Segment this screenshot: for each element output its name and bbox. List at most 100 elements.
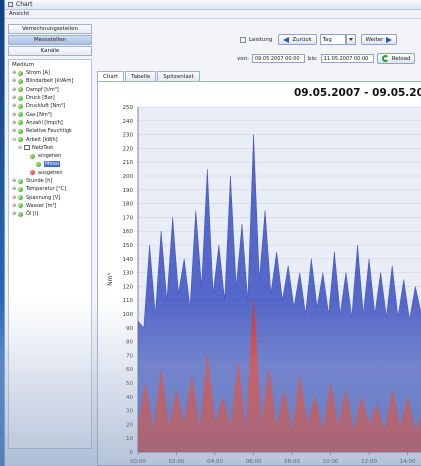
title-bar[interactable]: Chart [5, 0, 421, 10]
expand-icon[interactable]: ⊕ [12, 78, 17, 85]
reload-icon [381, 55, 389, 62]
y-tick-label: 120 [123, 284, 134, 290]
channel-icon [30, 153, 35, 159]
messstellen-button[interactable]: Messstellen [8, 35, 92, 45]
channel-icon [18, 120, 23, 126]
expand-icon[interactable]: ⊕ [12, 95, 17, 102]
tree-item[interactable]: Messi [12, 160, 88, 168]
tree-item-label: Blindarbeit [kVArh] [26, 78, 74, 85]
to-date-field[interactable]: 11.05.2007 00:00 [320, 54, 374, 63]
y-tick-label: 140 [123, 257, 134, 263]
tree-item[interactable]: ⊖ Arbeit [kWh] [12, 135, 88, 143]
tree-item[interactable]: ⊕ Relative Feuchtigk [12, 127, 88, 135]
tree-item[interactable]: ⊕ Druck [Bar] [12, 94, 88, 102]
tree-item[interactable]: ⊕ Strom [A] [12, 69, 88, 77]
tree-root: Medium [12, 62, 34, 68]
tab-spitzenlast[interactable]: Spitzenlast [157, 71, 200, 81]
channel-icon [18, 112, 23, 118]
tree-item-label: eingehen [38, 153, 62, 160]
tree-item[interactable]: ⊕ Spannung [V] [12, 193, 88, 201]
channel-icon [18, 137, 23, 143]
tab-bar: Chart Tabelle Spitzenlast [97, 71, 201, 81]
tree-item[interactable]: ⊕ Öl [l] [12, 210, 88, 218]
back-button[interactable]: Zurück [278, 34, 317, 45]
y-tick-label: 100 [123, 312, 134, 318]
to-label: bis: [307, 55, 318, 62]
chart-panel: 09.05.2007 - 09.05.2007 0 10 20 30 40 50 60 70 8… [97, 81, 421, 466]
channel-icon [18, 87, 23, 93]
kanaele-button[interactable]: Kanäle [8, 46, 92, 56]
chevron-down-icon [348, 38, 353, 41]
window-title: Chart [16, 1, 33, 8]
tree-item-label: Dampf [t/m³] [26, 86, 59, 93]
y-tick-label: 230 [123, 133, 134, 139]
period-select[interactable]: Tag [319, 34, 346, 45]
y-tick-label: 170 [123, 215, 134, 221]
expand-icon[interactable]: ⊕ [12, 178, 17, 184]
tree-item-label: ausgehen [38, 169, 63, 176]
expand-icon[interactable]: ⊕ [12, 186, 17, 193]
channel-icon [18, 103, 23, 109]
collapse-icon[interactable]: ⊖ [12, 136, 17, 143]
channel-icon [18, 70, 23, 76]
chart-plot: 0 10 20 30 40 50 60 70 80 90 100 110 120 130 140 150 160… [107, 105, 421, 465]
tree-item[interactable]: ⊕ Druckluft [Nm³] [12, 102, 88, 110]
tree-item[interactable]: ausgehen [12, 169, 88, 177]
tree-item[interactable]: ⊕ Stunde [h] [12, 177, 88, 185]
y-tick-label: 220 [123, 146, 134, 152]
expand-icon[interactable]: ⊕ [12, 194, 17, 201]
tree-item[interactable]: ⊖ NetzTest [12, 144, 88, 152]
channel-icon [36, 161, 41, 167]
x-tick-label: 06:00 [246, 459, 262, 465]
channel-icon [18, 211, 23, 217]
tree-item[interactable]: ⊕ Wasser [m³] [12, 202, 88, 210]
verrechnungsstellen-button[interactable]: Verrechnungsstellen [8, 24, 92, 34]
x-tick-label: 10:00 [323, 459, 339, 465]
y-tick-label: 10 [126, 436, 133, 442]
y-tick-label: 90 [126, 326, 133, 332]
tree-item-label: NetzTest [32, 144, 54, 151]
collapse-icon[interactable]: ⊖ [18, 144, 23, 151]
arrow-left-icon [283, 36, 290, 43]
next-button[interactable]: Weiter [360, 34, 398, 45]
x-tick-label: 12:00 [361, 459, 377, 465]
from-date-field[interactable]: 09.05.2007 00:00 [251, 54, 305, 63]
y-tick-label: 20 [126, 422, 133, 428]
channel-icon [18, 78, 23, 84]
tree-item[interactable]: ⊕ Blindarbeit [kVArh] [12, 77, 88, 85]
y-tick-label: 240 [123, 119, 134, 125]
tree-item[interactable]: eingehen [12, 152, 88, 160]
network-icon [24, 145, 30, 151]
tree-item[interactable]: ⊕ Temperatur [°C] [12, 185, 88, 193]
leistung-checkbox[interactable] [240, 36, 246, 43]
expand-icon[interactable]: ⊕ [12, 70, 17, 77]
channel-icon [18, 178, 23, 184]
expand-icon[interactable]: ⊕ [12, 86, 17, 93]
tree-item[interactable]: ⊕ Anzahl [Imp/h] [12, 119, 88, 127]
expand-icon[interactable]: ⊕ [12, 111, 17, 118]
period-dropdown-button[interactable] [345, 34, 356, 45]
tree-item-label: Spannung [V] [26, 194, 61, 201]
tab-tabelle[interactable]: Tabelle [125, 71, 157, 81]
y-tick-label: 150 [123, 243, 134, 249]
x-tick-label: 08:00 [284, 459, 300, 465]
tree-item[interactable]: ⊕ Dampf [t/m³] [12, 86, 88, 94]
medium-tree[interactable]: Medium ⊕ Strom [A] ⊕ Blindarbeit [kVArh] ⊕ Da… [8, 59, 92, 449]
expand-icon[interactable]: ⊕ [12, 103, 17, 110]
tree-item-label: Strom [A] [26, 70, 50, 77]
expand-icon[interactable]: ⊕ [12, 202, 17, 209]
reload-button[interactable]: Reload [376, 53, 416, 64]
tree-item[interactable]: ⊕ Gas [Nm³] [12, 110, 88, 118]
chart-title: 09.05.2007 - 09.05.2007 [294, 87, 421, 99]
expand-icon[interactable]: ⊕ [12, 119, 17, 126]
y-tick-label: 40 [126, 395, 133, 401]
tab-chart[interactable]: Chart [97, 71, 125, 81]
y-tick-label: 50 [126, 381, 133, 387]
window-icon [8, 2, 13, 7]
expand-icon[interactable]: ⊕ [12, 211, 17, 218]
y-tick-label: 190 [123, 188, 134, 194]
y-tick-label: 200 [123, 174, 134, 180]
y-tick-label: 160 [123, 229, 134, 235]
expand-icon[interactable]: ⊕ [12, 128, 17, 135]
menu-ansicht[interactable]: Ansicht [9, 11, 30, 17]
